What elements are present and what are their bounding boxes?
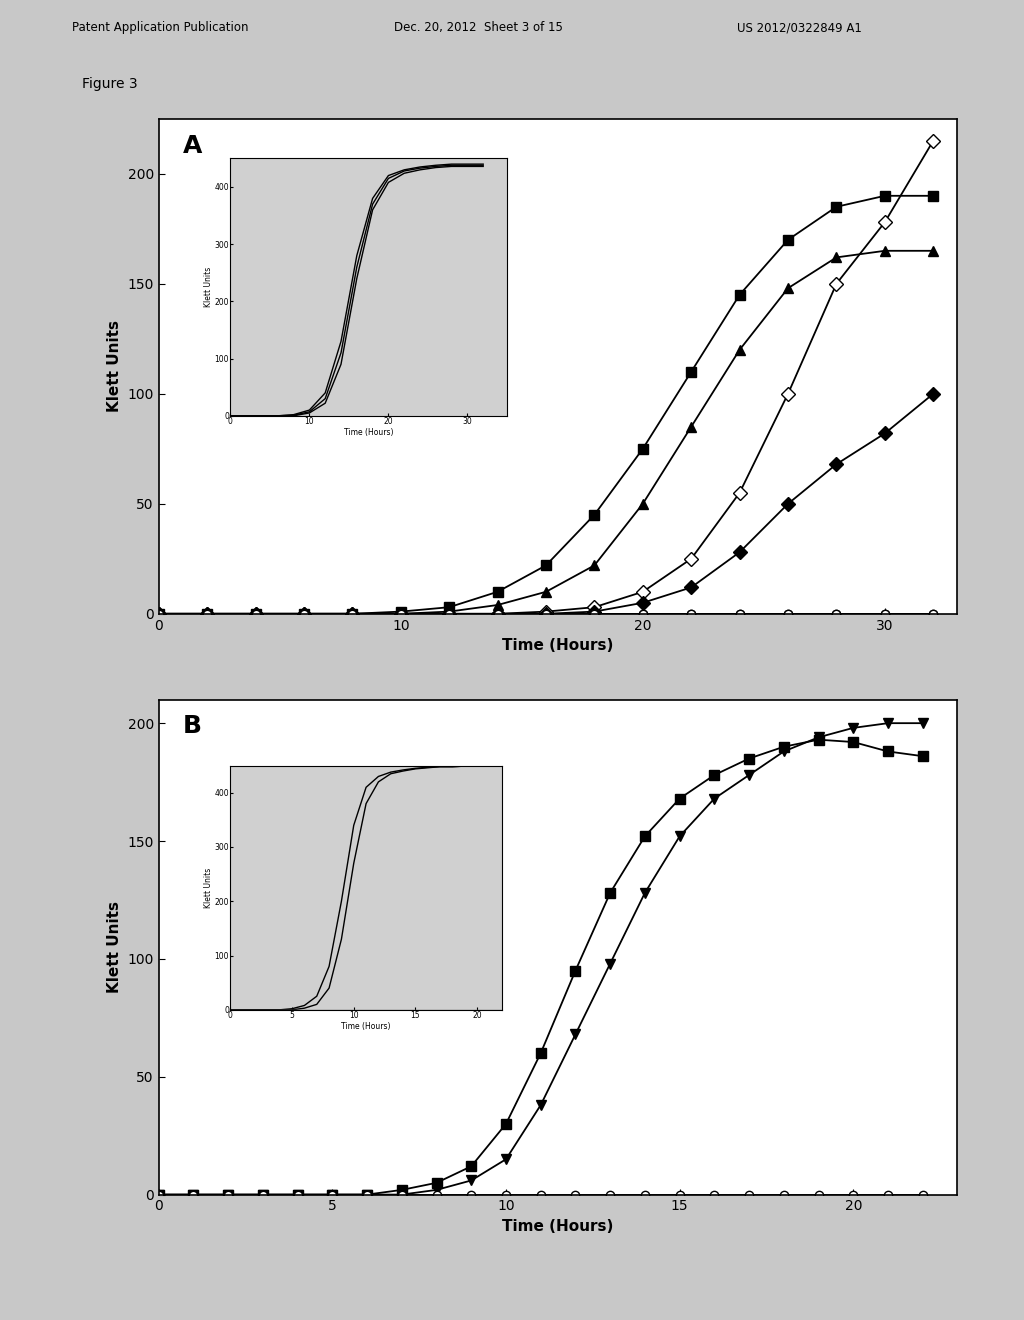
Text: B: B [182,714,202,738]
Text: Figure 3: Figure 3 [82,77,137,91]
Text: Dec. 20, 2012  Sheet 3 of 15: Dec. 20, 2012 Sheet 3 of 15 [394,21,563,34]
Y-axis label: Klett Units: Klett Units [204,867,213,908]
Text: A: A [182,133,202,157]
Y-axis label: Klett Units: Klett Units [106,902,122,993]
Y-axis label: Klett Units: Klett Units [204,267,213,308]
Text: US 2012/0322849 A1: US 2012/0322849 A1 [737,21,862,34]
X-axis label: Time (Hours): Time (Hours) [503,638,613,653]
Text: Patent Application Publication: Patent Application Publication [72,21,248,34]
X-axis label: Time (Hours): Time (Hours) [344,428,393,437]
Y-axis label: Klett Units: Klett Units [106,321,122,412]
X-axis label: Time (Hours): Time (Hours) [341,1022,391,1031]
X-axis label: Time (Hours): Time (Hours) [503,1218,613,1234]
